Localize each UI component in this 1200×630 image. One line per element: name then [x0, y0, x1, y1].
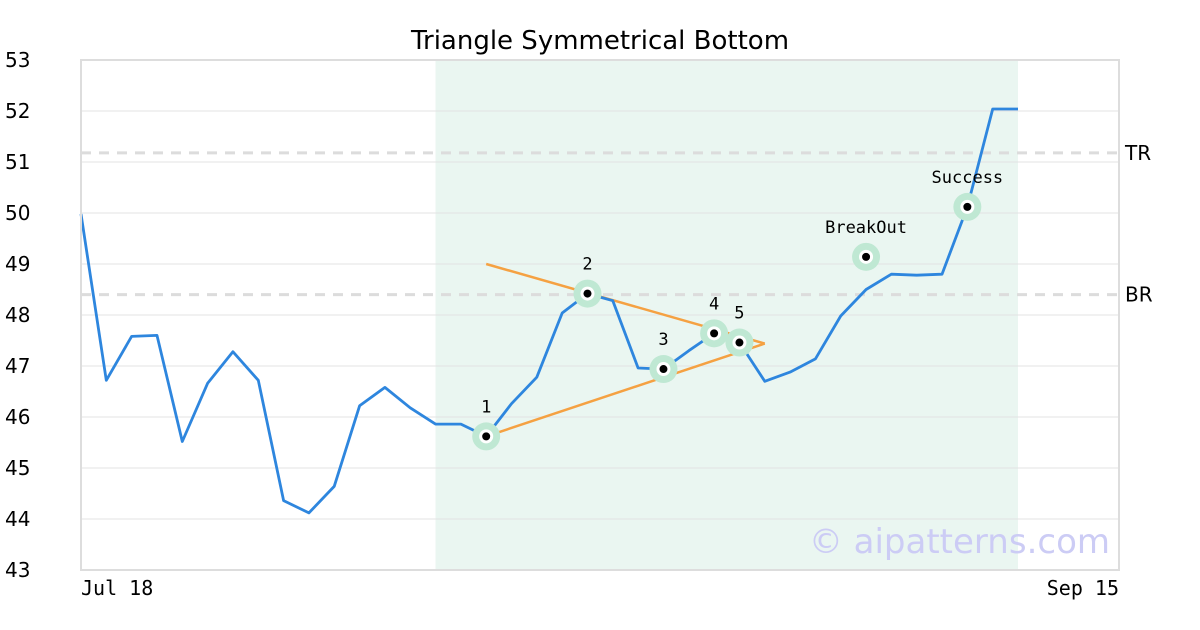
pattern-point: 3 [649, 330, 678, 384]
pattern-point-marker [710, 329, 719, 338]
y-tick-label: 51 [5, 150, 30, 174]
price-series-line [79, 107, 1018, 515]
pattern-point-label: 5 [734, 304, 744, 324]
y-tick-label: 45 [5, 456, 30, 480]
pattern-point-marker [862, 252, 871, 261]
pattern-point-marker [659, 365, 668, 374]
pattern-point-marker [482, 432, 491, 441]
pattern-point-label: 2 [582, 255, 592, 275]
pattern-point-label: BreakOut [825, 218, 907, 238]
pattern-line-lower [485, 342, 766, 438]
pattern-point-label: 3 [658, 330, 668, 350]
pattern-point: BreakOut [825, 218, 907, 271]
y-tick-label: 47 [5, 354, 30, 378]
pattern-point-label: Success [932, 168, 1004, 188]
y-tick-label: 53 [5, 48, 30, 72]
y-tick-label: 49 [5, 252, 30, 276]
y-tick-label: 43 [5, 558, 30, 582]
watermark: © aipatterns.com [809, 522, 1110, 562]
y-tick-label: 52 [5, 99, 30, 123]
y-tick-label: 46 [5, 405, 30, 429]
level-label-tr: TR [1124, 141, 1151, 165]
pattern-point: 1 [472, 397, 501, 451]
pattern-point-label: 1 [481, 397, 491, 417]
pattern-point: 2 [573, 255, 602, 308]
x-tick-start: Jul 18 [81, 576, 153, 600]
pattern-point-label: 4 [709, 294, 719, 314]
pattern-point: 5 [725, 304, 754, 357]
pattern-point-marker [963, 202, 972, 211]
pattern-point: 4 [700, 294, 729, 348]
chart-title: Triangle Symmetrical Bottom [410, 26, 789, 56]
y-tick-label: 44 [5, 507, 30, 531]
pattern-point: Success [932, 168, 1004, 221]
pattern-point-marker [735, 338, 744, 347]
y-tick-label: 48 [5, 303, 30, 327]
pattern-point-marker [583, 289, 592, 298]
x-tick-end: Sep 15 [1047, 576, 1119, 600]
plot-frame [80, 59, 1120, 571]
y-tick-label: 50 [5, 201, 30, 225]
level-label-br: BR [1125, 283, 1153, 307]
